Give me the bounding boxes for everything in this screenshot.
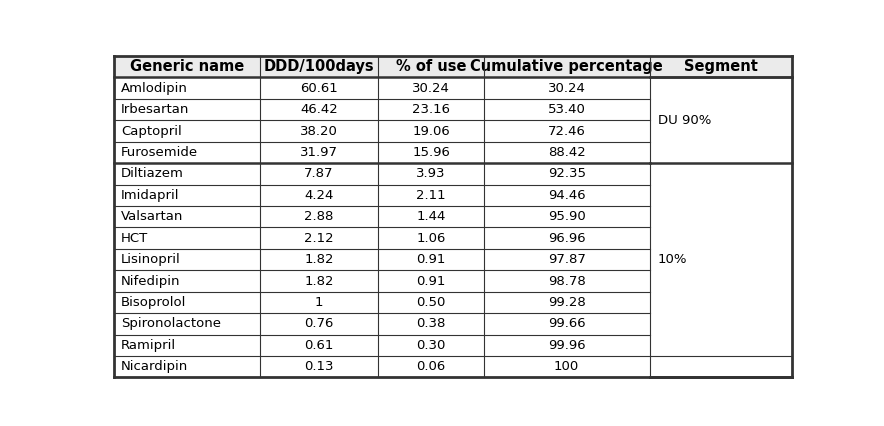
Text: 98.78: 98.78 xyxy=(548,275,585,288)
Text: 92.35: 92.35 xyxy=(548,167,586,180)
Text: 19.06: 19.06 xyxy=(412,124,450,138)
Text: Nicardipin: Nicardipin xyxy=(121,360,188,373)
Text: % of use: % of use xyxy=(396,59,466,74)
Text: 1: 1 xyxy=(315,296,324,309)
Text: 0.50: 0.50 xyxy=(416,296,446,309)
Text: 0.91: 0.91 xyxy=(416,275,446,288)
Text: 15.96: 15.96 xyxy=(412,146,450,159)
Text: 1.44: 1.44 xyxy=(416,210,446,223)
Text: 1.06: 1.06 xyxy=(416,232,446,245)
Text: DDD/100days: DDD/100days xyxy=(263,59,375,74)
Text: Diltiazem: Diltiazem xyxy=(121,167,184,180)
Text: 0.76: 0.76 xyxy=(304,317,334,331)
Text: 10%: 10% xyxy=(658,253,688,266)
Text: 0.61: 0.61 xyxy=(304,339,334,352)
Text: 0.13: 0.13 xyxy=(304,360,334,373)
Text: HCT: HCT xyxy=(121,232,148,245)
Text: 97.87: 97.87 xyxy=(548,253,585,266)
Text: Cumulative percentage: Cumulative percentage xyxy=(470,59,663,74)
Text: 0.30: 0.30 xyxy=(416,339,446,352)
Text: Imidapril: Imidapril xyxy=(121,189,179,202)
Text: 100: 100 xyxy=(554,360,579,373)
Text: Valsartan: Valsartan xyxy=(121,210,183,223)
Text: Furosemide: Furosemide xyxy=(121,146,198,159)
Text: 99.28: 99.28 xyxy=(548,296,585,309)
Text: 23.16: 23.16 xyxy=(412,103,450,116)
Text: 3.93: 3.93 xyxy=(416,167,446,180)
Text: 7.87: 7.87 xyxy=(304,167,334,180)
Text: Captopril: Captopril xyxy=(121,124,181,138)
Text: Irbesartan: Irbesartan xyxy=(121,103,189,116)
Text: Spironolactone: Spironolactone xyxy=(121,317,221,331)
Text: 2.11: 2.11 xyxy=(416,189,446,202)
Text: Nifedipin: Nifedipin xyxy=(121,275,180,288)
Text: 99.66: 99.66 xyxy=(548,317,585,331)
Text: 46.42: 46.42 xyxy=(301,103,338,116)
Text: 0.38: 0.38 xyxy=(416,317,446,331)
Text: 96.96: 96.96 xyxy=(548,232,585,245)
Text: 0.91: 0.91 xyxy=(416,253,446,266)
Text: 53.40: 53.40 xyxy=(548,103,585,116)
Text: 88.42: 88.42 xyxy=(548,146,585,159)
Text: Lisinopril: Lisinopril xyxy=(121,253,180,266)
Text: 60.61: 60.61 xyxy=(301,82,338,95)
Text: Ramipril: Ramipril xyxy=(121,339,176,352)
Text: 2.12: 2.12 xyxy=(304,232,334,245)
Text: 0.06: 0.06 xyxy=(416,360,446,373)
Text: 1.82: 1.82 xyxy=(304,253,334,266)
Text: 94.46: 94.46 xyxy=(548,189,585,202)
Text: DU 90%: DU 90% xyxy=(658,114,712,127)
Text: Segment: Segment xyxy=(684,59,758,74)
Bar xyxy=(114,56,792,78)
Text: 31.97: 31.97 xyxy=(300,146,338,159)
Text: 1.82: 1.82 xyxy=(304,275,334,288)
Text: 72.46: 72.46 xyxy=(548,124,585,138)
Text: 2.88: 2.88 xyxy=(304,210,334,223)
Text: Generic name: Generic name xyxy=(130,59,244,74)
Text: 30.24: 30.24 xyxy=(412,82,450,95)
Text: 99.96: 99.96 xyxy=(548,339,585,352)
Text: 30.24: 30.24 xyxy=(548,82,585,95)
Text: Amlodipin: Amlodipin xyxy=(121,82,187,95)
Text: 38.20: 38.20 xyxy=(301,124,338,138)
Text: 4.24: 4.24 xyxy=(304,189,334,202)
Text: Bisoprolol: Bisoprolol xyxy=(121,296,187,309)
Text: 95.90: 95.90 xyxy=(548,210,585,223)
